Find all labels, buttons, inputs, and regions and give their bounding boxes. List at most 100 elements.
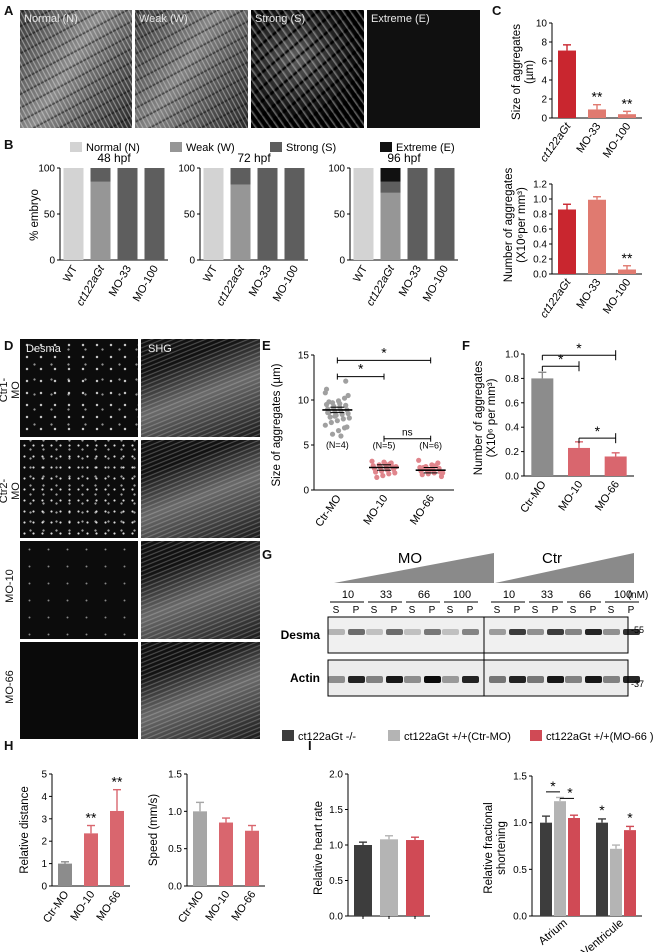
panel-label-i: I — [308, 738, 312, 753]
significance-label: ** — [622, 95, 633, 111]
blot-band — [547, 629, 564, 635]
y-tick-label: 2 — [41, 837, 47, 848]
fraction-label: S — [409, 605, 416, 616]
data-point — [331, 403, 337, 409]
y-tick-label: 0.4 — [505, 423, 519, 434]
blot-band — [348, 676, 365, 683]
y-tick-label: 2 — [541, 95, 547, 106]
data-point — [323, 386, 330, 392]
blot-band — [366, 676, 383, 683]
y-tick-label: 0.0 — [533, 270, 547, 281]
shg-ctr1 — [141, 339, 260, 437]
data-point — [386, 471, 392, 477]
panel-label-f: F — [462, 338, 470, 353]
bar — [193, 811, 207, 886]
data-point — [380, 473, 386, 479]
data-point — [369, 458, 375, 464]
desma-ctr2 — [20, 440, 138, 538]
x-tick-label: MO-100 — [601, 121, 634, 160]
significance-label: * — [599, 802, 605, 818]
blot-band — [366, 629, 383, 635]
n-label: (N=6) — [419, 441, 442, 451]
bar — [531, 378, 554, 476]
fraction-label: S — [447, 605, 454, 616]
panel-h-charts: 0 1 2 3 4 5 Ctr-MO ** MO-10 ** MO-66 Relative dista… — [19, 770, 265, 925]
x-tick-label: MO-10 — [361, 493, 390, 527]
panel-label-a: A — [4, 3, 14, 18]
blot-band — [585, 629, 602, 635]
y-tick-label: 50 — [184, 210, 196, 221]
bar — [354, 845, 372, 916]
stacked-bar-segment — [203, 168, 224, 260]
blot-band — [527, 629, 544, 635]
x-tick-label: MO-66 — [229, 889, 258, 923]
y-tick-label: 0.0 — [168, 882, 182, 893]
x-tick-label: MO-33 — [107, 264, 134, 299]
blot-band — [328, 629, 345, 635]
x-tick-label: Ctr-MO — [518, 478, 549, 515]
x-tick-label: Ctr-MO — [176, 888, 207, 925]
axis-label: (X10⁶ per mm³) — [486, 378, 498, 457]
x-tick-label: MO-10 — [556, 479, 585, 513]
desma-mo10 — [20, 541, 138, 639]
significance-label: * — [595, 423, 601, 439]
x-tick-label: ct122aGt — [538, 276, 574, 320]
legend-swatch — [70, 142, 82, 152]
x-tick-label: Ctr-MO — [41, 888, 72, 925]
blot-band — [462, 629, 479, 635]
concentration-label: 66 — [418, 589, 430, 601]
x-tick-label: MO-66 — [94, 889, 123, 923]
y-tick-label: 2.0 — [329, 770, 343, 781]
significance-label: * — [627, 810, 633, 826]
y-tick-label: 1.0 — [533, 195, 547, 206]
concentration-label: 100 — [614, 589, 632, 601]
row-label-ctr1: Ctr1-MO — [0, 377, 22, 403]
col-label-shg: SHG — [148, 343, 172, 355]
x-tick-label: MO-100 — [421, 264, 451, 304]
x-tick-label: MO-33 — [574, 121, 603, 155]
x-tick-label: MO-66 — [593, 479, 622, 513]
x-tick-label: MO-33 — [397, 264, 424, 299]
axis-label: Speed (mm/s) — [148, 794, 160, 866]
micrograph-label: Normal (N) — [24, 13, 78, 25]
stacked-bar-segment — [284, 168, 305, 260]
panel-c-charts: 0 2 4 6 8 10 ct122aGt ** MO-33 ** MO-100 Size of ag… — [503, 19, 642, 320]
micrograph-normal: Normal (N) — [20, 10, 132, 128]
blot-band — [623, 676, 640, 683]
micrograph-extreme: Extreme (E) — [367, 10, 480, 128]
y-tick-label: 0.2 — [505, 447, 519, 458]
y-tick-label: 0.5 — [168, 844, 182, 855]
concentration-label: 10 — [342, 589, 354, 601]
chart-title: 96 hpf — [387, 151, 421, 165]
y-tick-label: 1.0 — [505, 350, 519, 361]
row-label-desma: Desma — [281, 628, 321, 642]
data-point — [327, 414, 333, 420]
data-point — [440, 470, 446, 476]
axis-label: Number of aggregates — [473, 361, 485, 476]
concentration-label: 33 — [541, 589, 553, 601]
data-point — [343, 378, 349, 384]
shg-ctr2 — [141, 440, 260, 538]
stacked-bar-segment — [117, 168, 138, 260]
blot-band — [442, 676, 459, 683]
data-point — [416, 457, 422, 463]
concentration-label: 33 — [380, 589, 392, 601]
panel-i-charts: 0.0 0.5 1.0 1.5 2.0 Relative heart rate 0.0 0.5… — [313, 770, 642, 952]
bar — [380, 839, 398, 916]
shg-mo10 — [141, 541, 260, 639]
stacked-bar-segment — [380, 181, 401, 193]
x-tick-label: Atrium — [537, 917, 570, 948]
stacked-bar-segment — [353, 168, 374, 260]
panel-label-e: E — [262, 338, 271, 353]
data-point — [346, 415, 352, 421]
bar — [618, 269, 636, 274]
y-tick-label: 0.5 — [329, 876, 343, 887]
y-tick-label: 6 — [541, 57, 547, 68]
x-tick-label: MO-100 — [271, 264, 301, 304]
blot-band — [328, 676, 345, 683]
y-tick-label: 4 — [41, 792, 47, 803]
x-tick-label: MO-100 — [131, 264, 161, 304]
data-point — [341, 395, 348, 401]
legend-label: ct122aGt +/+(MO-66 ) — [546, 731, 654, 743]
